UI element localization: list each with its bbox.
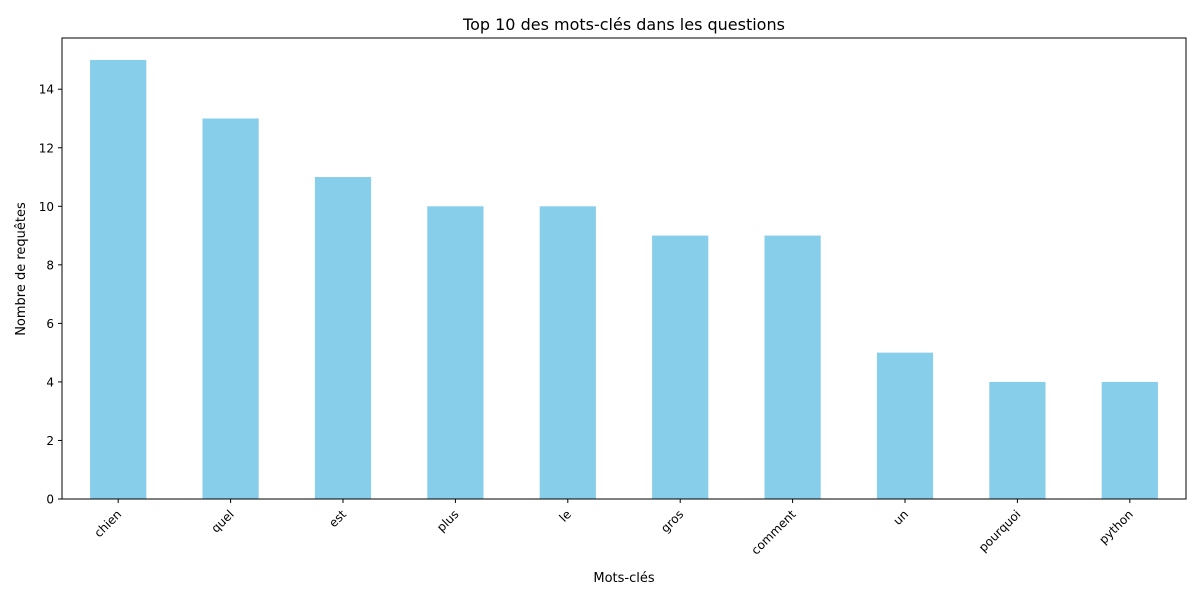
y-tick-label: 6 [46,317,54,331]
x-ticks-layer: chien quel est plus le gros comment un pourquoi p… [91,499,1136,557]
chart-title: Top 10 des mots-clés dans les questions [462,15,785,34]
y-tick-label: 14 [39,83,54,97]
y-tick-label: 0 [46,493,54,507]
x-tick-label: pourquoi [976,507,1024,555]
x-tick-label: python [1096,507,1136,547]
plot-frame [61,37,1187,500]
bar-un [876,352,934,499]
y-tick-label: 2 [46,434,54,448]
y-tick-label: 10 [39,200,54,214]
bar-comment [764,235,821,500]
bar-python [1101,381,1158,499]
y-tick-label: 12 [39,141,54,155]
y-tick-label: 8 [46,258,54,272]
y-tick-label: 4 [46,375,54,389]
x-tick-label: le [556,507,573,524]
x-tick-label: est [326,507,349,530]
y-ticks-layer: 0 2 4 6 8 10 12 14 [39,83,62,507]
bars-layer [90,59,1158,500]
bar-gros [652,235,709,500]
bar-chien [90,59,147,499]
x-tick-label: chien [91,507,124,540]
bar-le [539,206,596,500]
x-tick-label: plus [434,507,461,534]
x-tick-label: comment [749,507,799,557]
bar-pourquoi [989,381,1046,499]
x-tick-label: quel [208,507,236,535]
x-tick-label: un [890,507,911,528]
y-axis-label: Nombre de requêtes [14,202,29,336]
x-axis-label: Mots-clés [593,571,654,586]
bar-quel [202,118,259,499]
bar-plus [427,206,484,500]
x-tick-label: gros [658,507,686,535]
bar-est [314,177,372,500]
axes-layer [61,37,1187,500]
